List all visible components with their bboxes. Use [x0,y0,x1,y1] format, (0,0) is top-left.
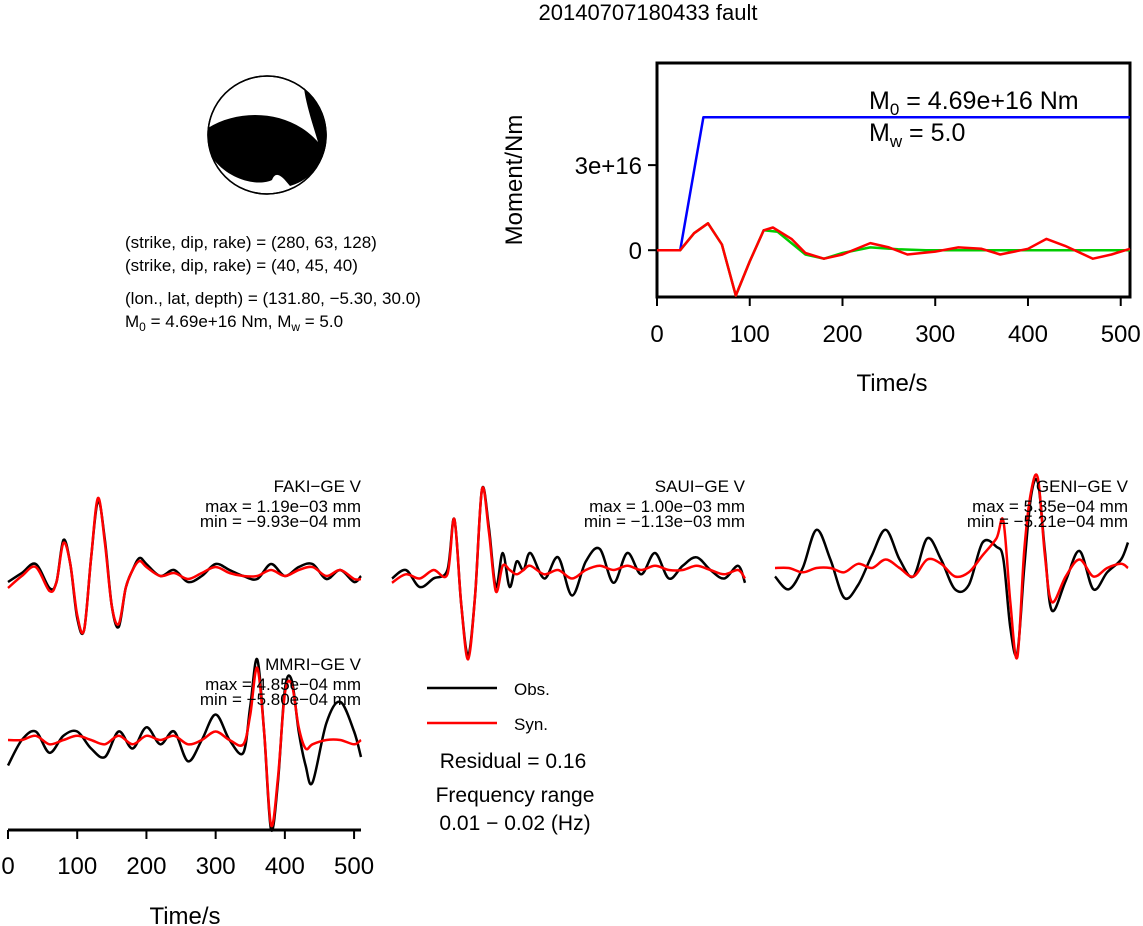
frequency-range-label: Frequency range [436,784,595,807]
station-min-label: min = −5.80e−04 mm [200,690,361,709]
moment-xtick-label: 500 [1101,321,1141,348]
station-name-label: GENI−GE V [1036,477,1129,496]
moment-rate-green-line [657,222,1130,297]
waveform-xtick-label: 200 [126,853,166,880]
moment-xtick-label: 0 [650,321,663,348]
observed-waveform-line [774,477,1130,657]
waveform-xtick-label: 400 [265,853,305,880]
synthetic-waveform-line [391,486,747,661]
residual-label: Residual = 0.16 [440,750,587,773]
moment-xtick-label: 200 [822,321,862,348]
synthetic-waveform-line [7,666,362,828]
moment-ytick-label: 0 [629,238,642,265]
waveform-xtick-label: 500 [334,853,374,880]
moment-xtick-label: 300 [915,321,955,348]
moment-ytick-label: 3e+16 [575,153,642,180]
moment-annotation-m0: M0 = 4.69e+16 Nm [869,87,1079,119]
station-min-label: min = −9.93e−04 mm [200,512,361,531]
moment-xtick-label: 100 [730,321,770,348]
legend-syn-label: Syn. [514,715,548,734]
station-min-label: min = −1.13e−03 mm [584,512,745,531]
observed-waveform-line [6,658,363,832]
mechanism-line-2: (strike, dip, rake) = (40, 45, 40) [125,256,358,275]
mechanism-line-1: (strike, dip, rake) = (280, 63, 128) [125,233,377,252]
station-name-label: MMRI−GE V [265,655,362,674]
waveform-xtick-label: 300 [196,853,236,880]
mechanism-parameters: (strike, dip, rake) = (280, 63, 128) (st… [125,233,421,334]
station-max-label: max = 1.19e−03 mm [205,497,361,516]
station-name-label: SAUI−GE V [655,477,746,496]
waveform-xtick-label: 0 [1,853,14,880]
moment-rate-red-line [657,222,1131,297]
synthetic-waveform-line [774,473,1129,660]
station-name-label: FAKI−GE V [274,477,362,496]
station-min-label: min = −5.21e−04 mm [967,512,1128,531]
waveform-xlabel: Time/s [149,903,220,926]
station-max-label: max = 4.85e−04 mm [205,675,361,694]
waveform-time-axis: 0 100 200 300 400 500 [1,828,374,880]
figure-title: 20140707180433 fault [539,0,758,25]
station-max-label: max = 5.35e−04 mm [972,497,1128,516]
station-max-label: max = 1.00e−03 mm [589,497,745,516]
moment-ylabel: Moment/Nm [501,115,528,246]
moment-xlabel: Time/s [856,370,927,397]
waveform-xtick-label: 100 [57,853,97,880]
waveform-legend: Obs. Syn. Residual = 0.16 Frequency rang… [427,680,594,835]
legend-obs-label: Obs. [514,680,550,699]
mechanism-magnitude: M0 = 4.69e+16 Nm, Mw = 5.0 [125,312,343,334]
moment-xtick-label: 400 [1008,321,1048,348]
synthetic-waveform-line [7,496,362,635]
focal-mechanism-beachball [207,75,327,195]
mechanism-location: (lon., lat, depth) = (131.80, −5.30, 30.… [125,289,421,308]
moment-annotation-mw: Mw = 5.0 [869,119,965,151]
moment-plot-frame [655,61,1132,299]
frequency-range-value: 0.01 − 0.02 (Hz) [439,812,590,835]
